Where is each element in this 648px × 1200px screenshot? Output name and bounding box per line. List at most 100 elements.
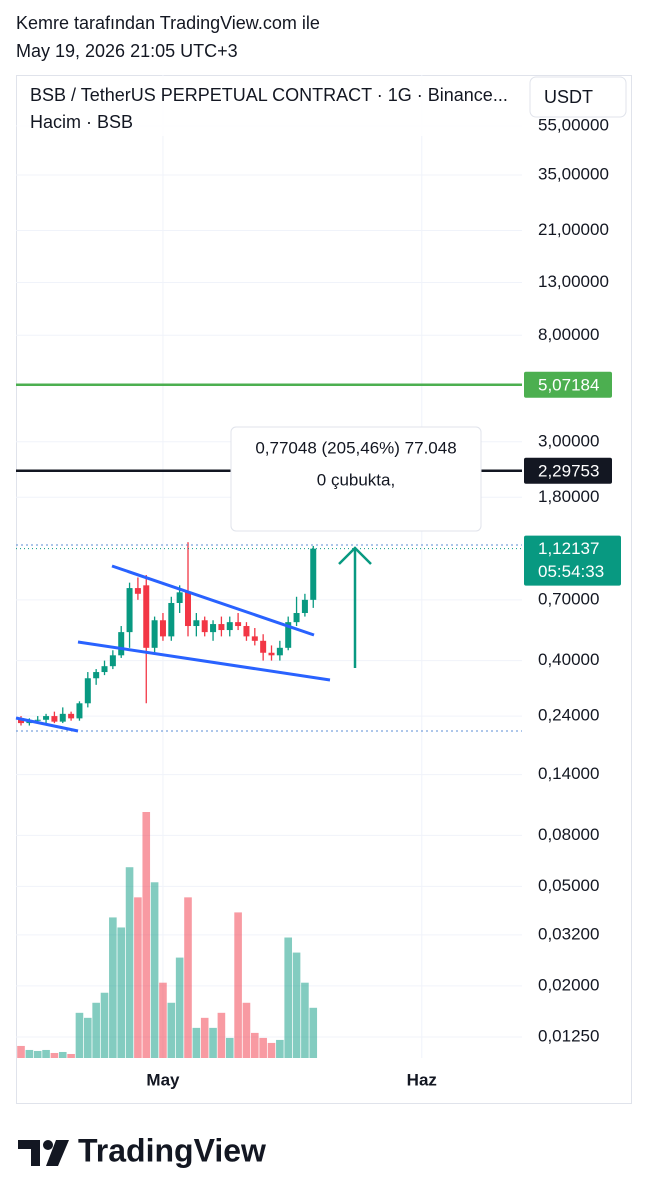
last-price-bg	[524, 535, 621, 586]
volume-bar	[25, 1049, 34, 1058]
y-tick-label: 8,00000	[538, 325, 599, 344]
volume-bar	[117, 927, 126, 1058]
candle-body	[34, 719, 41, 721]
volume-bar	[17, 1045, 25, 1058]
candle-body	[301, 599, 308, 614]
volume-bar	[92, 1002, 100, 1058]
y-tick-label: 13,00000	[538, 272, 609, 291]
currency[interactable]: USDT	[544, 87, 593, 107]
candle-body	[243, 626, 250, 637]
y-tick-label: 0,08000	[538, 825, 599, 844]
level-label-bg	[524, 457, 612, 484]
volume-bar	[67, 1053, 75, 1058]
volume-bar	[234, 912, 242, 1058]
volume-bar	[175, 957, 184, 1058]
candle-body	[285, 622, 292, 648]
candle-body	[68, 713, 75, 719]
volume-bar	[75, 1012, 84, 1058]
arrow	[338, 546, 372, 668]
candle-body	[210, 624, 217, 633]
trendline-small	[15, 716, 79, 733]
y-tick-label: 21,00000	[538, 220, 609, 239]
candle-body	[168, 602, 175, 637]
candle-body	[218, 624, 225, 631]
volume-bar	[50, 1052, 59, 1058]
candle-body	[201, 620, 208, 633]
timestamp: May 19, 2026 21:05 UTC+3	[16, 41, 238, 61]
y-tick-label: 0,05000	[538, 876, 599, 895]
volume-bar	[58, 1051, 67, 1058]
candle-body	[134, 588, 141, 594]
volume-bar	[242, 1002, 251, 1058]
candle-body	[143, 585, 150, 648]
volume-label: Hacim · BSB	[30, 112, 133, 132]
volume-bar	[33, 1050, 42, 1058]
candle-body	[193, 620, 200, 627]
y-tick-label: 0,40000	[538, 650, 599, 669]
volume-bar	[217, 1012, 226, 1058]
level-label-bg	[524, 371, 612, 398]
candle-body	[310, 548, 317, 600]
brand-logo	[18, 1140, 69, 1166]
candle-body	[268, 652, 275, 656]
candle-body	[260, 640, 267, 653]
volume-bar	[159, 982, 167, 1058]
x-tick-label: May	[146, 1070, 180, 1089]
candle-body	[109, 655, 116, 667]
volume-bar	[84, 1017, 92, 1058]
volume-bar	[259, 1037, 267, 1058]
candle-body	[84, 678, 91, 704]
volume-bar	[42, 1049, 50, 1058]
candle-body	[293, 613, 300, 623]
level-label: 2,29753	[538, 461, 599, 480]
volume-bar	[225, 1037, 234, 1058]
volume-bar	[125, 867, 134, 1058]
volume-bar	[200, 1017, 209, 1058]
volume-bar	[276, 1039, 284, 1058]
volume-bar	[267, 1042, 276, 1058]
volume-bar	[192, 1027, 201, 1058]
candle-body	[276, 647, 283, 656]
chart-title: BSB / TetherUS PERPETUAL CONTRACT · 1G ·…	[30, 85, 508, 105]
volume-bar	[184, 897, 192, 1058]
last-price-label: 1,12137	[538, 539, 599, 558]
candle-body	[126, 588, 133, 633]
trendline-lower	[77, 640, 331, 682]
candle-body	[118, 632, 125, 656]
volume-bar	[100, 992, 109, 1058]
measure-tooltip: 0,77048 (205,46%) 77.048 0 çubukta,	[230, 426, 482, 532]
candle-body	[159, 620, 166, 637]
y-tick-label: 0,24000	[538, 706, 599, 725]
y-tick-label: 0,03200	[538, 924, 599, 943]
candle-body	[18, 718, 25, 724]
candle-body	[226, 622, 233, 631]
currency-button[interactable]	[529, 76, 627, 118]
volume-bar	[150, 882, 159, 1058]
measure-line1: 0,77048 (205,46%) 77.048	[255, 438, 456, 457]
y-tick-label: 0,14000	[538, 764, 599, 783]
y-tick-label: 1,80000	[538, 487, 599, 506]
volume-bar	[209, 1027, 217, 1058]
y-tick-label: 55,00000	[538, 115, 609, 134]
y-tick-label: 0,02000	[538, 975, 599, 994]
candle-body	[235, 622, 242, 627]
candle-body	[101, 666, 108, 673]
author: Kemre tarafından TradingView.com ile	[16, 13, 320, 33]
candle-body	[76, 703, 83, 719]
candle-body	[151, 620, 158, 648]
volume-bar	[251, 1032, 259, 1058]
measure-line2: 0 çubukta,	[317, 470, 395, 489]
volume-bar	[142, 812, 151, 1058]
countdown: 05:54:33	[538, 562, 604, 581]
candle-body	[59, 713, 66, 722]
candle-body	[176, 592, 183, 603]
volume-bar	[284, 937, 293, 1058]
volume-bar	[301, 982, 309, 1058]
chart-frame	[16, 75, 632, 1104]
brand: TradingView	[78, 1132, 266, 1168]
legend-bg	[17, 76, 522, 136]
y-tick-label: 3,00000	[538, 431, 599, 450]
candle-body	[51, 716, 58, 722]
candle-body	[43, 716, 50, 720]
